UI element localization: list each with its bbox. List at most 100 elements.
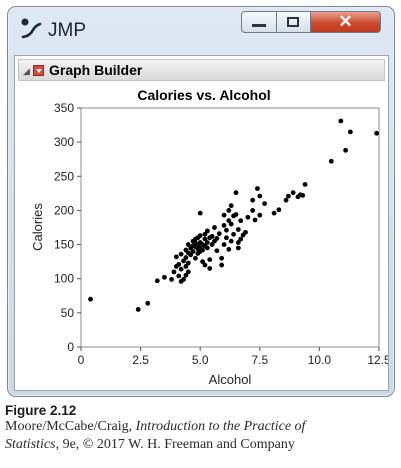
data-points xyxy=(88,118,380,312)
caption-line-2: Statistics, 9e, © 2017 W. H. Freeman and… xyxy=(5,436,397,454)
data-point xyxy=(257,193,263,199)
caption-publisher: , 9e, © 2017 W. H. Freeman and Company xyxy=(55,437,295,452)
data-point xyxy=(154,278,160,284)
scatter-chart: Calories vs. Alcohol 0 50 100 150 200 250 300 3… xyxy=(30,87,388,387)
data-point xyxy=(169,276,174,282)
data-point xyxy=(245,214,251,220)
data-point xyxy=(188,252,194,258)
data-point xyxy=(135,307,141,312)
data-point xyxy=(243,229,248,235)
y-axis-label: Calories xyxy=(30,203,45,251)
x-axis-label: Alcohol xyxy=(209,372,252,387)
data-point xyxy=(297,192,303,198)
data-point xyxy=(221,223,227,228)
data-point xyxy=(226,218,232,224)
caption-authors: Moore/McCabe/Craig, xyxy=(5,419,136,434)
data-point xyxy=(200,247,205,253)
graph-builder-outline-header[interactable]: ◢ Graph Builder xyxy=(18,59,385,81)
data-point xyxy=(338,118,344,124)
x-tick-label: 12.5 xyxy=(367,353,388,367)
data-point xyxy=(204,228,210,234)
data-point xyxy=(233,212,239,217)
minimize-icon xyxy=(252,24,266,27)
data-point xyxy=(197,233,203,239)
caption-book-title-2: Statistics xyxy=(5,437,56,452)
data-point xyxy=(185,269,191,275)
data-point xyxy=(233,190,239,196)
data-point xyxy=(219,255,225,261)
app-title: JMP xyxy=(48,20,86,41)
data-point xyxy=(207,257,213,262)
data-point xyxy=(145,300,151,306)
data-point xyxy=(178,251,184,257)
data-point xyxy=(221,242,227,247)
x-tick-label: 5.0 xyxy=(192,353,209,367)
data-point xyxy=(235,240,241,245)
data-point xyxy=(209,242,215,247)
data-point xyxy=(197,210,203,216)
y-tick-label: 0 xyxy=(67,340,74,354)
data-point xyxy=(207,266,213,271)
data-point xyxy=(173,254,179,260)
data-point xyxy=(176,261,182,267)
data-point xyxy=(283,197,289,203)
data-point xyxy=(255,186,260,191)
data-point xyxy=(250,197,256,203)
close-icon: ✕ xyxy=(338,12,353,31)
data-point xyxy=(231,231,236,237)
data-point xyxy=(212,225,217,230)
data-point xyxy=(204,240,210,245)
data-point xyxy=(228,238,234,244)
red-triangle-menu-icon[interactable] xyxy=(33,65,44,76)
data-point xyxy=(216,231,222,237)
report-content: ◢ Graph Builder Calories vs. Alcohol 0 50… xyxy=(14,55,389,391)
data-point xyxy=(250,208,256,213)
y-tick-label: 350 xyxy=(54,101,74,115)
data-point xyxy=(228,221,234,227)
data-point xyxy=(226,246,232,252)
title-bar[interactable]: JMP ✕ xyxy=(8,7,394,55)
jmp-logo-icon xyxy=(21,18,42,39)
data-point xyxy=(181,276,186,282)
data-point xyxy=(224,235,229,241)
data-point xyxy=(262,201,267,207)
triangle-down-icon[interactable]: ◢ xyxy=(23,66,30,76)
x-axis: 0 2.5 5.0 7.5 10.0 12.5 xyxy=(78,347,388,367)
data-point xyxy=(328,158,334,164)
data-point xyxy=(252,217,258,223)
data-point xyxy=(202,262,208,268)
data-point xyxy=(302,182,308,187)
y-tick-label: 300 xyxy=(54,135,74,149)
data-point xyxy=(224,227,229,233)
close-button[interactable]: ✕ xyxy=(311,11,381,33)
data-point xyxy=(347,129,353,135)
data-point xyxy=(88,296,93,302)
chart-title: Calories vs. Alcohol xyxy=(137,87,270,103)
figure-caption: Figure 2.12 Moore/McCabe/Craig, Introduc… xyxy=(5,403,397,454)
data-point xyxy=(171,269,177,275)
data-point xyxy=(183,272,189,278)
data-point xyxy=(185,242,191,247)
jmp-window: JMP ✕ ◢ Graph Builder Calories vs. Alcoh… xyxy=(7,6,395,397)
data-point xyxy=(209,233,215,239)
y-tick-label: 50 xyxy=(61,306,75,320)
data-point xyxy=(238,218,244,224)
data-point xyxy=(162,274,167,280)
data-point xyxy=(235,245,241,251)
minimize-button[interactable] xyxy=(241,11,277,33)
data-point xyxy=(271,210,277,216)
x-tick-label: 0 xyxy=(78,353,85,367)
data-point xyxy=(214,236,220,241)
data-point xyxy=(226,208,232,213)
data-point xyxy=(257,212,263,218)
data-point xyxy=(204,245,210,251)
data-point xyxy=(238,236,244,242)
maximize-button[interactable] xyxy=(277,11,311,33)
y-tick-label: 150 xyxy=(54,238,74,252)
data-point xyxy=(228,203,234,209)
data-point xyxy=(221,212,227,218)
data-point xyxy=(374,130,380,136)
data-point xyxy=(183,255,189,260)
data-point xyxy=(290,190,296,196)
data-point xyxy=(181,258,186,264)
